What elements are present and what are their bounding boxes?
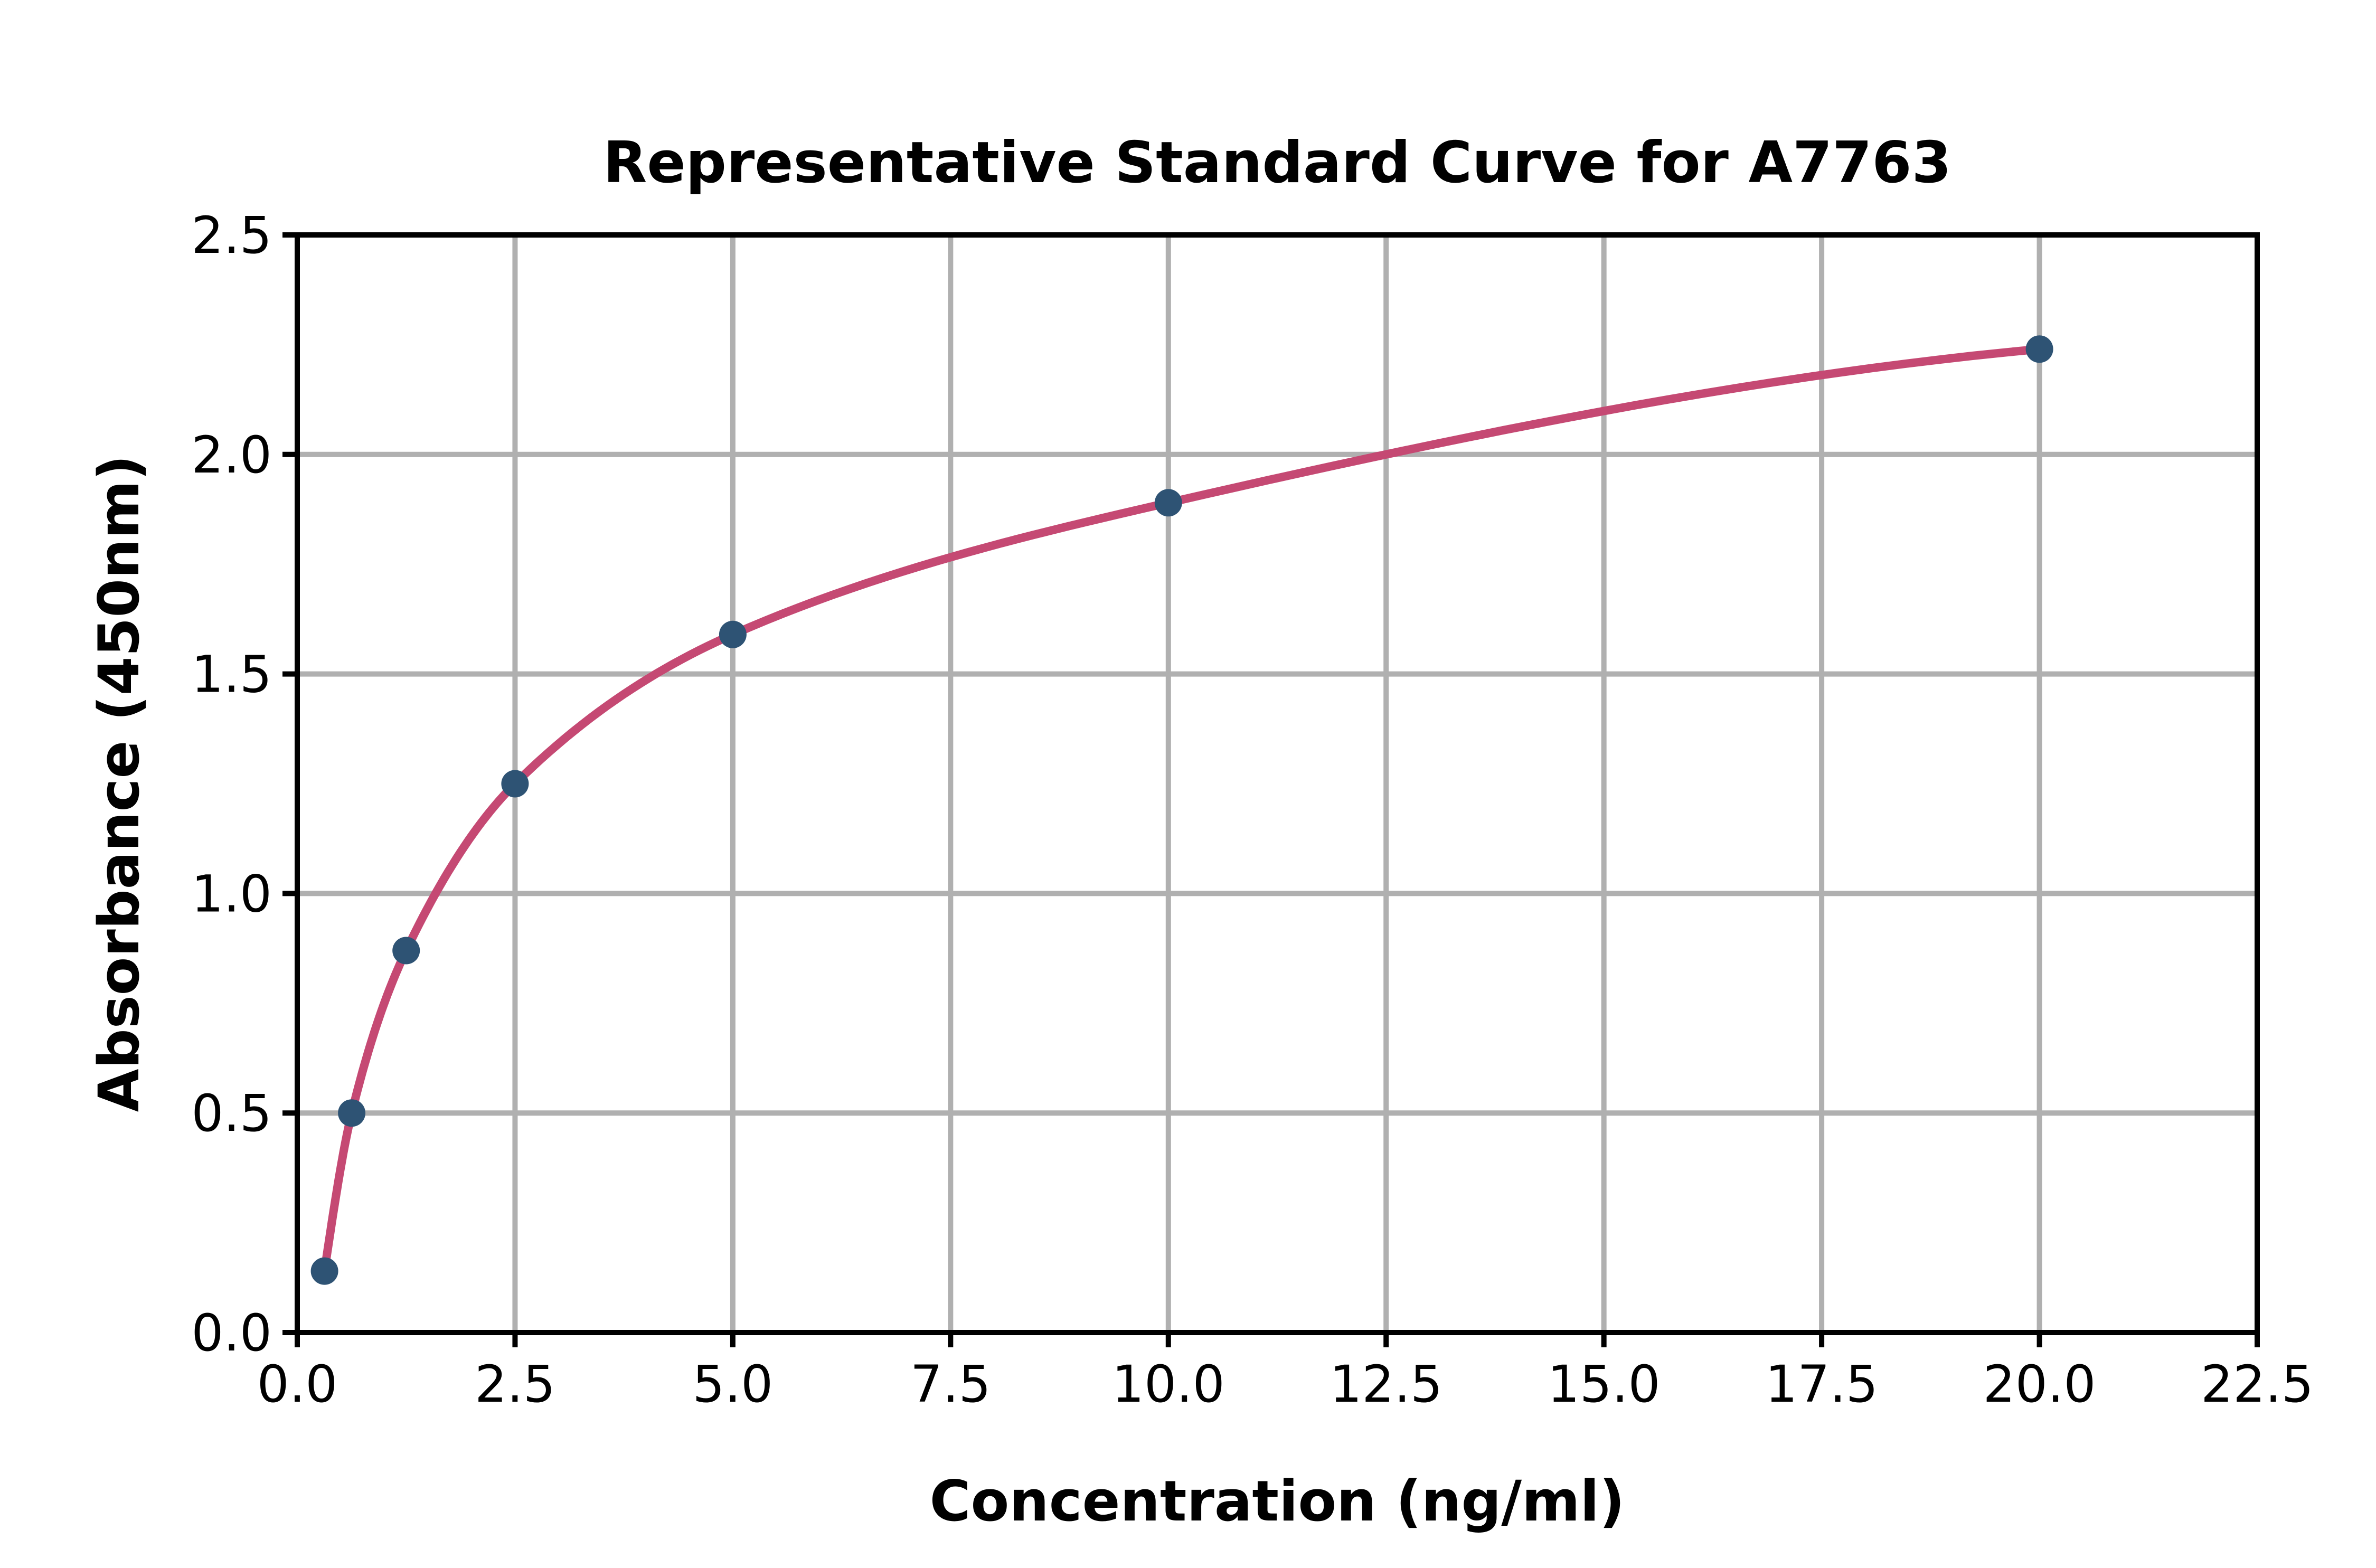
y-tick-label: 0.5 <box>191 1084 272 1143</box>
y-tick-label: 1.0 <box>191 864 272 923</box>
data-point <box>338 1099 366 1127</box>
y-tick-label: 2.0 <box>191 426 272 485</box>
x-tick-label: 7.5 <box>910 1355 991 1414</box>
x-tick-label: 10.0 <box>1112 1355 1225 1414</box>
data-point <box>719 620 747 648</box>
plot-frame <box>295 232 2260 1335</box>
data-point <box>501 770 529 798</box>
x-tick-label: 17.5 <box>1765 1355 1878 1414</box>
x-tick-label: 12.5 <box>1330 1355 1442 1414</box>
data-point <box>392 937 420 965</box>
y-tick-label: 2.5 <box>191 206 272 265</box>
x-tick-label: 20.0 <box>1983 1355 2096 1414</box>
x-tick-label: 2.5 <box>475 1355 555 1414</box>
data-point <box>310 1257 338 1285</box>
data-point <box>1154 489 1182 517</box>
data-point <box>2025 335 2053 363</box>
fit-curve <box>320 345 2044 1276</box>
y-tick-label: 0.0 <box>191 1303 272 1363</box>
data-series <box>310 335 2053 1285</box>
x-axis-label: Concentration (ng/ml) <box>930 1469 1625 1534</box>
y-axis-label: Absorbance (450nm) <box>87 455 152 1112</box>
y-tick-label: 1.5 <box>191 645 272 704</box>
x-tick-label: 0.0 <box>257 1355 338 1414</box>
axis-ticks: 0.0 2.5 5.0 7.5 10.0 12.5 15.0 17.5 20.0 22.5 0.0 0… <box>191 206 2314 1414</box>
x-tick-label: 22.5 <box>2201 1355 2314 1414</box>
gridlines <box>297 232 2260 1333</box>
x-tick-label: 5.0 <box>693 1355 774 1414</box>
x-tick-label: 15.0 <box>1548 1355 1661 1414</box>
chart-title: Representative Standard Curve for A7763 <box>603 130 1951 196</box>
axes-frame <box>295 232 2260 1335</box>
